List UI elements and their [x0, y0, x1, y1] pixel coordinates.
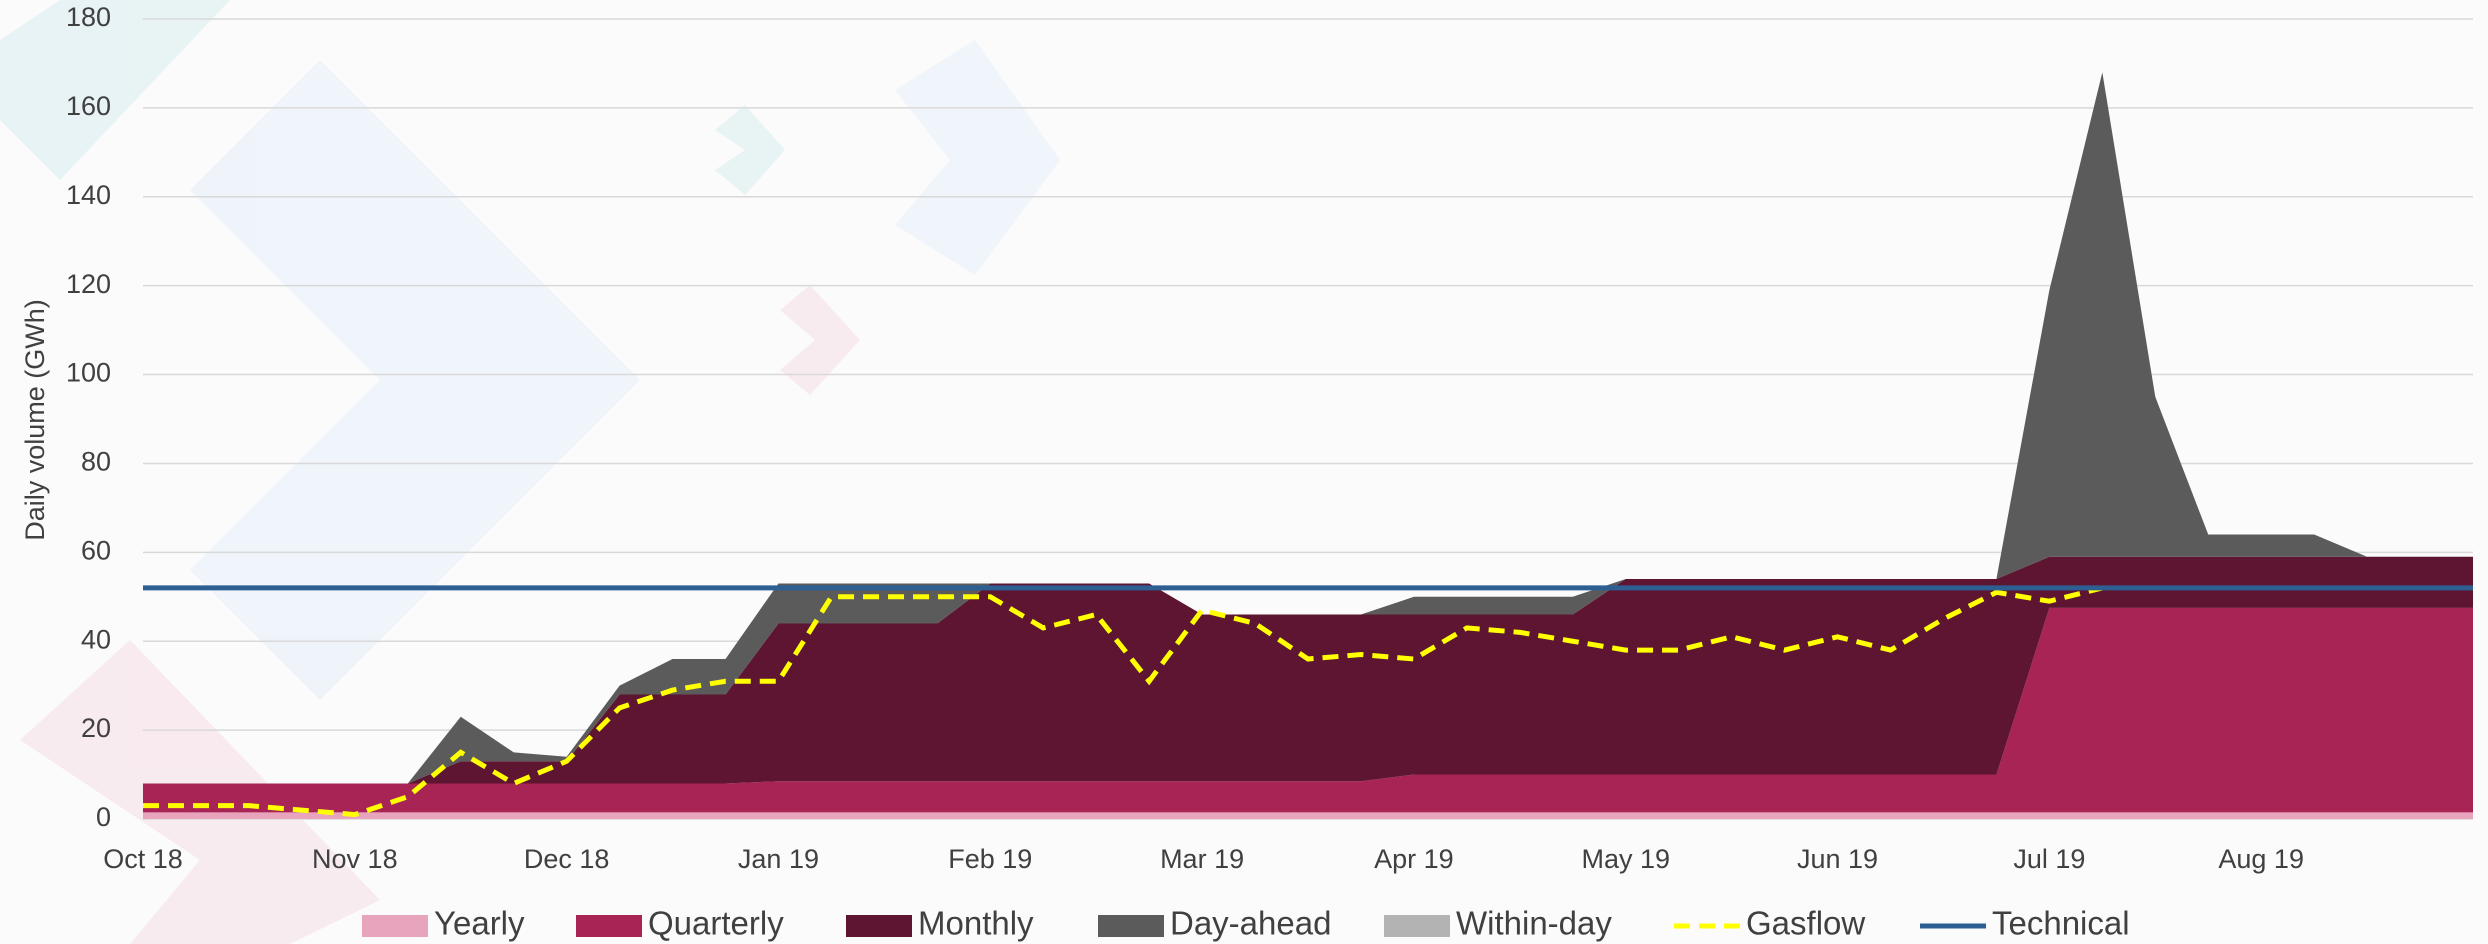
legend-label: Monthly — [918, 905, 1034, 942]
legend-swatch — [576, 915, 642, 937]
y-axis-label: Daily volume (GWh) — [20, 299, 50, 541]
y-tick-label: 20 — [81, 713, 111, 743]
x-tick-label: May 19 — [1581, 844, 1670, 874]
x-tick-label: Jul 19 — [2013, 844, 2085, 874]
x-tick-label: Apr 19 — [1374, 844, 1454, 874]
legend-label: Quarterly — [648, 905, 784, 942]
x-tick-label: Mar 19 — [1160, 844, 1244, 874]
legend-label: Within-day — [1456, 905, 1612, 942]
legend-label: Gasflow — [1746, 905, 1865, 942]
area — [143, 556, 2473, 784]
area — [143, 812, 2473, 819]
y-tick-label: 140 — [66, 180, 111, 210]
legend-swatch — [846, 915, 912, 937]
x-tick-label: Oct 18 — [103, 844, 183, 874]
y-tick-label: 100 — [66, 358, 111, 388]
y-tick-label: 0 — [96, 802, 111, 832]
y-tick-label: 180 — [66, 2, 111, 32]
x-tick-label: Nov 18 — [312, 844, 398, 874]
y-tick-label: 80 — [81, 447, 111, 477]
chevron — [715, 105, 785, 195]
dashed-line — [143, 585, 2103, 818]
y-tick-label: 40 — [81, 624, 111, 654]
y-tick-label: 120 — [66, 269, 111, 299]
legend-label: Yearly — [434, 905, 525, 942]
x-tick-label: Feb 19 — [948, 844, 1032, 874]
y-tick-label: 160 — [66, 91, 111, 121]
x-tick-label: Jun 19 — [1797, 844, 1878, 874]
chevron — [0, 0, 230, 180]
legend-swatch — [362, 915, 428, 937]
chevron — [780, 285, 860, 395]
y-tick-label: 60 — [81, 535, 111, 565]
chevron — [190, 60, 640, 700]
legend-label: Day-ahead — [1170, 905, 1331, 942]
legend-label: Technical — [1992, 905, 2130, 942]
x-tick-label: Dec 18 — [524, 844, 610, 874]
area — [143, 607, 2473, 813]
x-tick-label: Aug 19 — [2218, 844, 2304, 874]
legend-swatch — [1384, 915, 1450, 937]
x-tick-label: Jan 19 — [738, 844, 819, 874]
legend-swatch — [1098, 915, 1164, 937]
chevron — [895, 40, 1060, 275]
